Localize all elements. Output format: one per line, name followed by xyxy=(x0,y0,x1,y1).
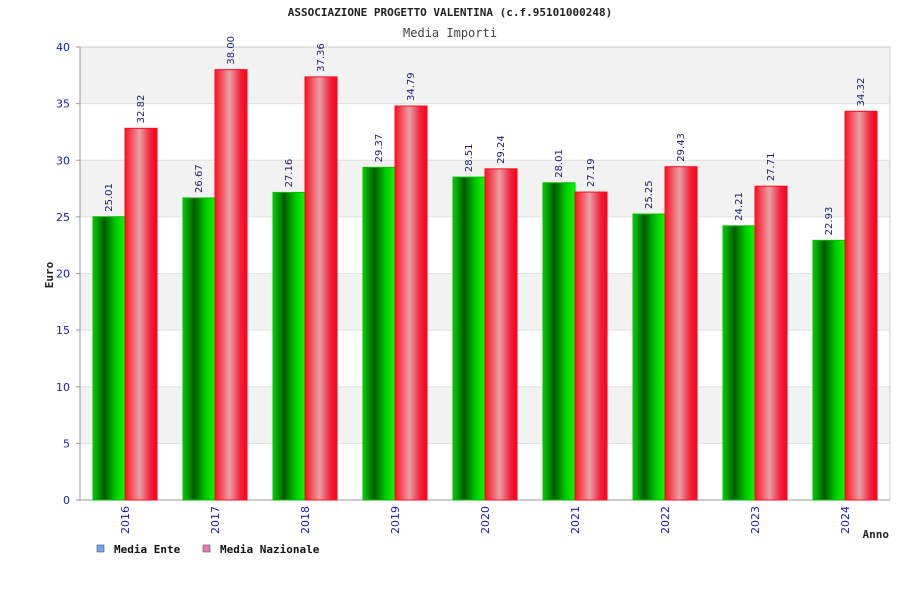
y-tick-label: 30 xyxy=(56,154,70,167)
y-tick-label: 10 xyxy=(56,381,70,394)
bar-media-nazionale-2024 xyxy=(844,110,878,501)
legend-swatch xyxy=(96,544,105,553)
y-tick-label: 35 xyxy=(56,98,70,111)
data-labels: 25.01 32.82 26.67 38.00 27.16 37.36 29.37 34.79… xyxy=(104,36,867,235)
data-label: 29.43 xyxy=(676,133,687,162)
x-tick-label: 2019 xyxy=(389,506,402,534)
x-tick-label: 2020 xyxy=(479,506,492,534)
data-label: 34.32 xyxy=(856,78,867,107)
x-tick-label: 2018 xyxy=(299,506,312,534)
bar-media-nazionale-2022 xyxy=(664,166,698,501)
grid-band xyxy=(80,47,890,104)
bar-media-ente-2024 xyxy=(812,239,846,501)
y-tick-label: 40 xyxy=(56,41,70,54)
y-tick-label: 25 xyxy=(56,211,70,224)
y-tick-label: 5 xyxy=(63,437,70,450)
bar-media-nazionale-2018 xyxy=(304,76,338,501)
data-label: 28.01 xyxy=(554,149,565,178)
y-axis-ticks: 0 5 10 15 20 25 30 35 40 xyxy=(56,41,80,507)
legend: Media Ente Media Nazionale xyxy=(96,543,320,556)
data-label: 22.93 xyxy=(824,207,835,236)
x-tick-label: 2016 xyxy=(119,506,132,534)
data-label: 28.51 xyxy=(464,143,475,172)
data-label: 25.01 xyxy=(104,183,115,212)
data-label: 29.24 xyxy=(496,135,507,164)
x-tick-label: 2022 xyxy=(659,506,672,534)
data-label: 24.21 xyxy=(734,192,745,221)
data-label: 27.71 xyxy=(766,153,777,182)
bar-media-ente-2023 xyxy=(722,225,756,501)
data-label: 29.37 xyxy=(374,134,385,163)
y-axis-label: Euro xyxy=(43,261,56,288)
data-label: 34.79 xyxy=(406,72,417,101)
data-label: 26.67 xyxy=(194,164,205,193)
legend-swatch xyxy=(202,544,211,553)
bar-media-ente-2018 xyxy=(272,191,306,501)
bar-media-nazionale-2020 xyxy=(484,168,518,501)
bar-media-ente-2019 xyxy=(362,166,396,501)
data-label: 27.16 xyxy=(284,159,295,188)
data-label: 25.25 xyxy=(644,180,655,209)
x-axis-ticks: 2016 2017 2018 2019 2020 2021 2022 2023 2024 xyxy=(119,506,852,534)
x-tick-label: 2017 xyxy=(209,506,222,534)
chart-title: ASSOCIAZIONE PROGETTO VALENTINA (c.f.951… xyxy=(288,6,613,19)
bar-media-ente-2020 xyxy=(452,176,486,501)
bar-media-nazionale-2019 xyxy=(394,105,428,501)
bars xyxy=(92,69,878,501)
data-label: 27.19 xyxy=(586,158,597,187)
data-label: 38.00 xyxy=(226,36,237,65)
chart-subtitle: Media Importi xyxy=(403,26,497,40)
y-tick-label: 15 xyxy=(56,324,70,337)
bar-media-nazionale-2017 xyxy=(214,69,248,501)
bar-media-nazionale-2016 xyxy=(124,127,158,501)
x-tick-label: 2023 xyxy=(749,506,762,534)
bar-media-nazionale-2023 xyxy=(754,185,788,501)
x-tick-label: 2024 xyxy=(839,506,852,534)
bar-media-ente-2022 xyxy=(632,213,666,501)
data-label: 32.82 xyxy=(136,95,147,124)
legend-label: Media Nazionale xyxy=(220,543,320,556)
data-label: 37.36 xyxy=(316,43,327,72)
x-tick-label: 2021 xyxy=(569,506,582,534)
bar-media-ente-2017 xyxy=(182,197,216,501)
x-axis-label: Anno xyxy=(863,528,890,541)
bar-media-ente-2021 xyxy=(542,182,576,501)
bar-media-nazionale-2021 xyxy=(574,191,608,501)
y-tick-label: 20 xyxy=(56,268,70,281)
bar-media-ente-2016 xyxy=(92,216,126,501)
y-tick-label: 0 xyxy=(63,494,70,507)
legend-label: Media Ente xyxy=(114,543,181,556)
